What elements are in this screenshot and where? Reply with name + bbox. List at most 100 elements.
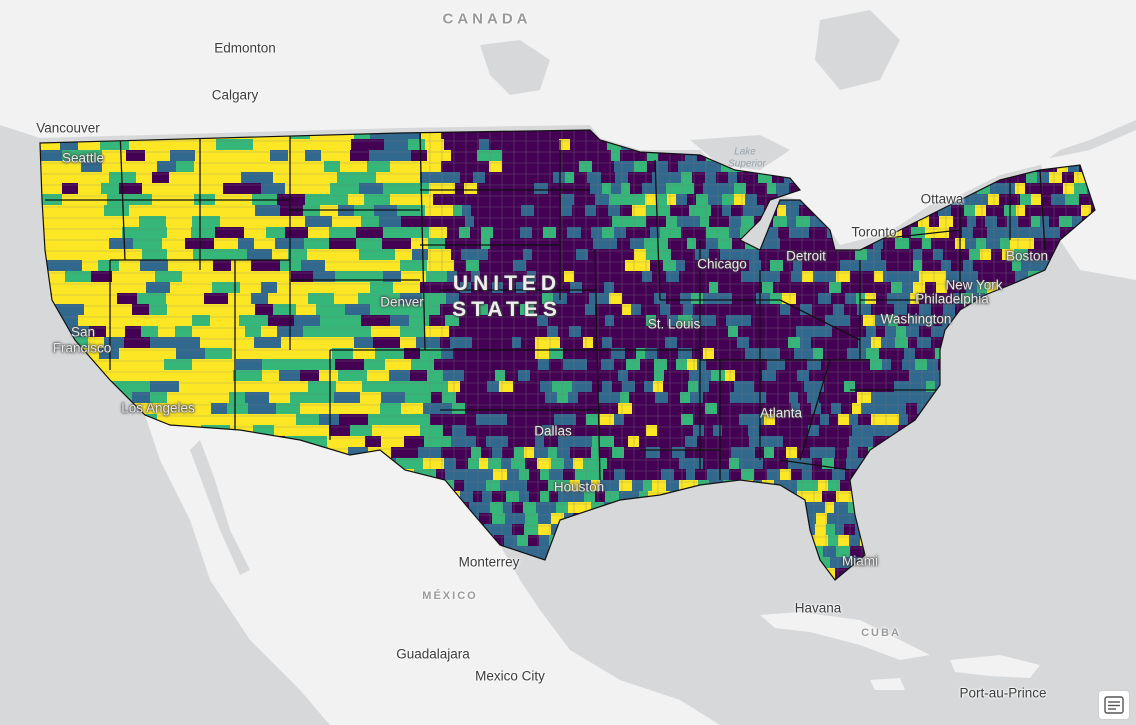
county-cell[interactable] <box>502 150 515 161</box>
county-cell[interactable] <box>468 392 482 403</box>
county-cell[interactable] <box>510 249 523 260</box>
county-cell[interactable] <box>528 359 538 370</box>
county-cell[interactable] <box>471 359 481 370</box>
county-cell[interactable] <box>767 183 776 194</box>
county-cell[interactable] <box>689 480 698 491</box>
county-cell[interactable] <box>452 216 465 227</box>
county-cell[interactable] <box>102 161 118 175</box>
county-cell[interactable] <box>540 161 551 172</box>
county-cell[interactable] <box>685 260 698 271</box>
county-cell[interactable] <box>892 271 906 282</box>
county-cell[interactable] <box>446 194 459 205</box>
county-cell[interactable] <box>475 403 484 414</box>
county-cell[interactable] <box>705 326 717 337</box>
county-cell[interactable] <box>871 392 883 403</box>
county-cell[interactable] <box>588 128 598 139</box>
county-cell[interactable] <box>777 337 788 348</box>
county-cell[interactable] <box>776 359 785 370</box>
county-cell[interactable] <box>841 557 854 568</box>
county-cell[interactable] <box>119 183 142 194</box>
county-cell[interactable] <box>535 337 548 348</box>
county-cell[interactable] <box>800 403 811 414</box>
county-cell[interactable] <box>621 194 635 205</box>
county-cell[interactable] <box>443 425 452 436</box>
county-cell[interactable] <box>624 414 636 425</box>
county-cell[interactable] <box>788 337 800 348</box>
county-cell[interactable] <box>440 337 450 348</box>
county-cell[interactable] <box>650 227 660 238</box>
county-cell[interactable] <box>802 469 812 480</box>
county-cell[interactable] <box>726 359 739 370</box>
county-cell[interactable] <box>450 447 460 458</box>
county-cell[interactable] <box>661 326 675 337</box>
county-cell[interactable] <box>672 447 685 458</box>
county-cell[interactable] <box>709 282 718 293</box>
county-cell[interactable] <box>141 326 158 338</box>
county-cell[interactable] <box>721 293 732 304</box>
county-cell[interactable] <box>1040 216 1049 227</box>
county-cell[interactable] <box>578 216 590 227</box>
county-cell[interactable] <box>850 315 863 326</box>
county-cell[interactable] <box>908 337 917 348</box>
county-cell[interactable] <box>917 337 931 348</box>
county-cell[interactable] <box>942 315 952 326</box>
county-cell[interactable] <box>364 359 385 373</box>
county-cell[interactable] <box>661 436 671 447</box>
county-cell[interactable] <box>542 425 554 436</box>
county-cell[interactable] <box>804 381 813 392</box>
county-cell[interactable] <box>588 392 598 403</box>
county-cell[interactable] <box>140 260 168 272</box>
county-cell[interactable] <box>527 216 540 227</box>
county-cell[interactable] <box>823 447 835 458</box>
county-cell[interactable] <box>464 150 477 161</box>
county-cell[interactable] <box>505 513 514 524</box>
county-cell[interactable] <box>764 414 775 425</box>
county-cell[interactable] <box>730 403 742 414</box>
county-cell[interactable] <box>490 348 500 359</box>
county-cell[interactable] <box>775 414 785 425</box>
county-cell[interactable] <box>609 293 622 304</box>
county-cell[interactable] <box>836 315 850 326</box>
county-cell[interactable] <box>798 392 807 403</box>
county-cell[interactable] <box>454 480 464 491</box>
county-cell[interactable] <box>295 161 324 174</box>
county-cell[interactable] <box>487 381 499 392</box>
county-cell[interactable] <box>1022 238 1034 249</box>
county-cell[interactable] <box>963 260 973 271</box>
county-cell[interactable] <box>495 370 505 381</box>
county-cell[interactable] <box>262 359 288 371</box>
county-cell[interactable] <box>577 359 587 370</box>
county-cell[interactable] <box>602 227 614 238</box>
county-cell[interactable] <box>782 249 792 260</box>
county-cell[interactable] <box>865 293 876 304</box>
county-cell[interactable] <box>857 304 871 315</box>
county-cell[interactable] <box>459 293 469 304</box>
county-cell[interactable] <box>301 260 325 274</box>
county-cell[interactable] <box>606 403 618 414</box>
county-cell[interactable] <box>479 513 492 524</box>
county-cell[interactable] <box>554 425 566 436</box>
county-cell[interactable] <box>600 480 609 491</box>
county-cell[interactable] <box>446 282 460 293</box>
county-cell[interactable] <box>932 370 943 381</box>
county-cell[interactable] <box>464 370 474 381</box>
county-cell[interactable] <box>700 337 714 348</box>
county-cell[interactable] <box>560 337 572 348</box>
county-cell[interactable] <box>620 392 629 403</box>
county-cell[interactable] <box>732 293 745 304</box>
county-cell[interactable] <box>792 436 803 447</box>
county-cell[interactable] <box>754 205 764 216</box>
county-cell[interactable] <box>907 304 919 315</box>
county-cell[interactable] <box>512 524 524 535</box>
county-cell[interactable] <box>112 271 132 283</box>
county-cell[interactable] <box>81 161 102 173</box>
county-cell[interactable] <box>512 194 524 205</box>
county-cell[interactable] <box>512 337 521 348</box>
county-cell[interactable] <box>563 359 577 370</box>
county-cell[interactable] <box>511 304 520 315</box>
county-cell[interactable] <box>514 447 524 458</box>
county-cell[interactable] <box>796 326 807 337</box>
county-cell[interactable] <box>536 502 546 513</box>
county-cell[interactable] <box>557 447 570 458</box>
county-cell[interactable] <box>571 491 584 502</box>
